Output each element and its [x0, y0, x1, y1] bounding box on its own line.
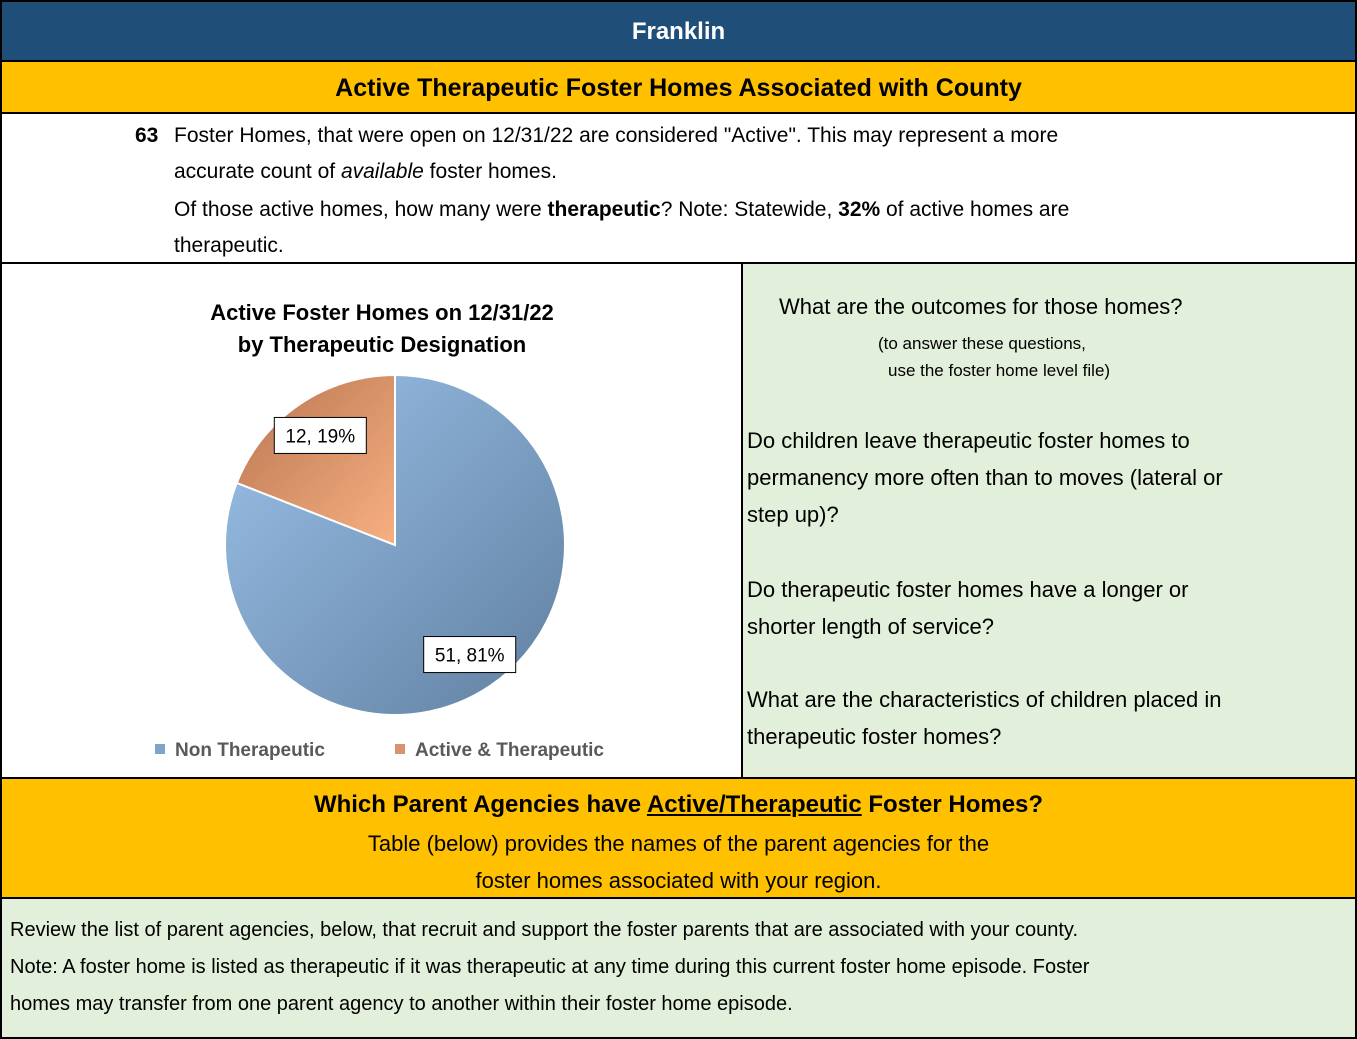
- section-bar: Active Therapeutic Foster Homes Associat…: [0, 60, 1357, 114]
- item-line: shorter length of service?: [747, 614, 995, 639]
- agencies-heading: Which Parent Agencies have Active/Therap…: [2, 791, 1355, 819]
- hint: (to answer these questions,: [878, 334, 1086, 353]
- chart-title: by Therapeutic Designation: [238, 332, 527, 357]
- legend-label: Active & Therapeutic: [415, 740, 604, 761]
- agencies-bar: Which Parent Agencies have Active/Therap…: [0, 777, 1357, 899]
- county-bar: Franklin: [0, 0, 1357, 62]
- label-box: [273, 416, 367, 454]
- label-box: [423, 636, 517, 674]
- review-line: Review the list of parent agencies, belo…: [10, 919, 1078, 941]
- item-line: permanency more often than to moves (lat…: [747, 465, 1223, 490]
- text: Of those active homes, how many were: [174, 198, 548, 221]
- chart-panel: Active Foster Homes on 12/31/22 by Therap…: [0, 262, 743, 779]
- review-panel: Review the list of parent agencies, belo…: [0, 897, 1357, 1039]
- item-line: step up)?: [747, 502, 839, 527]
- text: available: [340, 160, 424, 183]
- question: What are the outcomes for those homes?: [779, 294, 1183, 319]
- legend-label: Non Therapeutic: [175, 740, 325, 761]
- text: Foster Homes?: [861, 791, 1044, 818]
- pie-chart: Active Foster Homes on 12/31/22 by Therap…: [155, 300, 604, 761]
- text: of active homes are: [880, 198, 1070, 221]
- count: 63: [135, 124, 159, 147]
- section-title: Active Therapeutic Foster Homes Associat…: [335, 74, 1022, 102]
- legend-swatch: [155, 744, 165, 754]
- text: Which Parent Agencies have: [313, 791, 647, 818]
- intro-line: accurate count of available foster homes…: [174, 160, 557, 184]
- hint: use the foster home level file): [888, 361, 1111, 380]
- text: foster homes.: [423, 160, 557, 183]
- data-label: 12, 19%: [285, 426, 355, 447]
- review-line: Note: A foster home is listed as therape…: [10, 956, 1090, 978]
- intro-line: Foster Homes, that were open on 12/31/22…: [174, 124, 1059, 147]
- chart-title: Active Foster Homes on 12/31/22: [210, 300, 554, 325]
- text: 32%: [838, 198, 881, 221]
- intro: 63 Foster Homes, that were open on 12/31…: [0, 112, 1357, 264]
- pie-slice: [224, 373, 566, 716]
- agencies-line: foster homes associated with your region…: [475, 868, 882, 893]
- intro-line: Of those active homes, how many were the…: [174, 198, 1069, 222]
- intro-line: therapeutic.: [174, 234, 284, 257]
- legend-swatch: [395, 744, 405, 754]
- text: Active/Therapeutic: [646, 791, 862, 818]
- outcomes-panel: What are the outcomes for those homes? (…: [741, 262, 1357, 779]
- text: ? Note: Statewide,: [660, 198, 839, 221]
- text: accurate count of: [174, 160, 341, 183]
- item-line: therapeutic foster homes?: [747, 724, 1002, 749]
- text: therapeutic: [547, 198, 661, 221]
- data-label: 51, 81%: [435, 646, 505, 667]
- review-line: homes may transfer from one parent agenc…: [10, 993, 793, 1015]
- item-line: Do therapeutic foster homes have a longe…: [747, 577, 1189, 602]
- agencies-line: Table (below) provides the names of the …: [367, 831, 990, 856]
- item-line: What are the characteristics of children…: [747, 687, 1222, 712]
- county: Franklin: [631, 18, 726, 45]
- item-line: Do children leave therapeutic foster hom…: [747, 428, 1190, 453]
